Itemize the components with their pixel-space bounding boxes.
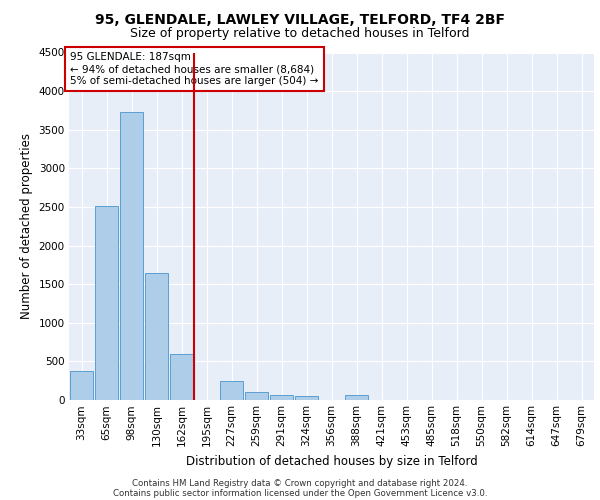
Bar (245, 392, 268, 400)
Bar (170, 354, 193, 400)
Text: 95 GLENDALE: 187sqm
← 94% of detached houses are smaller (8,684)
5% of semi-deta: 95 GLENDALE: 187sqm ← 94% of detached ho… (70, 52, 319, 86)
Bar (119, 112, 143, 400)
Text: 95, GLENDALE, LAWLEY VILLAGE, TELFORD, TF4 2BF: 95, GLENDALE, LAWLEY VILLAGE, TELFORD, T… (95, 12, 505, 26)
Bar (269, 394, 293, 400)
Bar (145, 274, 169, 400)
Bar (70, 371, 94, 400)
Bar (95, 206, 118, 400)
Text: Size of property relative to detached houses in Telford: Size of property relative to detached ho… (130, 28, 470, 40)
Text: Contains public sector information licensed under the Open Government Licence v3: Contains public sector information licen… (113, 488, 487, 498)
Bar (220, 382, 244, 400)
Y-axis label: Number of detached properties: Number of detached properties (20, 133, 33, 320)
Bar (295, 396, 319, 400)
Text: Contains HM Land Registry data © Crown copyright and database right 2024.: Contains HM Land Registry data © Crown c… (132, 478, 468, 488)
X-axis label: Distribution of detached houses by size in Telford: Distribution of detached houses by size … (185, 454, 478, 468)
Bar (344, 395, 368, 400)
